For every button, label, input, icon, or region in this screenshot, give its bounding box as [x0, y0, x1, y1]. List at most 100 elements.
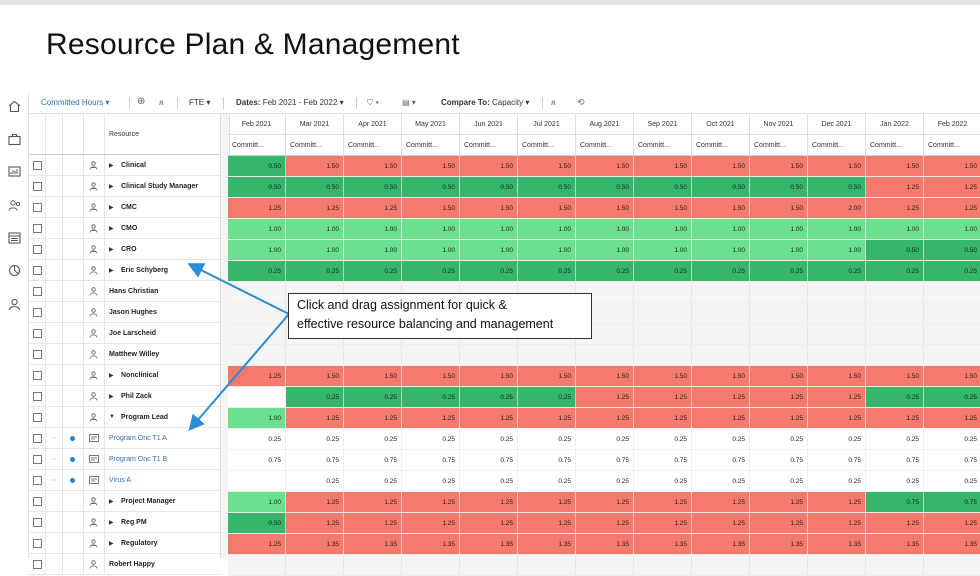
capacity-cell[interactable]: 0.75	[866, 492, 924, 512]
resources-icon[interactable]	[6, 197, 22, 213]
resource-name-cell[interactable]: Joe Larscheid	[104, 323, 220, 343]
fte-dropdown[interactable]: FTE ▾	[189, 98, 211, 107]
capacity-cell[interactable]: 1.00	[228, 408, 286, 428]
capacity-cell[interactable]: 1.25	[344, 492, 402, 512]
resource-name-cell[interactable]: Program Onc T1 B	[104, 449, 220, 469]
row-checkbox[interactable]	[32, 475, 42, 485]
capacity-cell[interactable]: 0.50	[344, 177, 402, 197]
capacity-cell[interactable]: 1.25	[286, 198, 344, 218]
capacity-cell[interactable]: 1.25	[460, 408, 518, 428]
capacity-cell[interactable]	[344, 555, 402, 575]
capacity-cell[interactable]: 0.25	[924, 387, 980, 407]
capacity-cell[interactable]: 1.25	[808, 513, 866, 533]
capacity-cell[interactable]	[866, 345, 924, 365]
resource-name-cell[interactable]: ▶ CMC	[104, 197, 220, 217]
capacity-cell[interactable]: 0.25	[808, 429, 866, 449]
capacity-cell[interactable]: 1.25	[924, 198, 980, 218]
capacity-cell[interactable]: 0.25	[518, 387, 576, 407]
capacity-cell[interactable]: 1.00	[402, 240, 460, 260]
capacity-cell[interactable]	[576, 555, 634, 575]
capacity-cell[interactable]: 0.50	[228, 156, 286, 176]
row-checkbox[interactable]	[32, 223, 42, 233]
capacity-cell[interactable]: 2.00	[808, 198, 866, 218]
row-checkbox-cell[interactable]	[29, 260, 46, 280]
capacity-cell[interactable]: 1.50	[402, 198, 460, 218]
capacity-cell[interactable]: 0.25	[576, 429, 634, 449]
capacity-cell[interactable]: 1.50	[402, 156, 460, 176]
capacity-cell[interactable]: 1.35	[518, 534, 576, 554]
capacity-cell[interactable]	[924, 345, 980, 365]
committed-subheader[interactable]: Committ...	[692, 135, 750, 155]
row-checkbox-cell[interactable]	[29, 239, 46, 259]
capacity-cell[interactable]: 1.25	[692, 408, 750, 428]
capacity-cell[interactable]: 1.00	[460, 240, 518, 260]
capacity-cell[interactable]: 1.50	[460, 366, 518, 386]
capacity-cell[interactable]: 1.50	[808, 156, 866, 176]
capacity-cell[interactable]: 1.25	[518, 408, 576, 428]
capacity-cell[interactable]: 1.00	[460, 219, 518, 239]
capacity-cell[interactable]: 0.25	[634, 261, 692, 281]
row-checkbox-cell[interactable]	[29, 176, 46, 196]
capacity-cell[interactable]	[692, 303, 750, 323]
user-icon[interactable]	[6, 296, 22, 312]
resource-row-project-manager[interactable]: ▶ Project Manager	[29, 491, 220, 512]
capacity-cell[interactable]	[692, 324, 750, 344]
capacity-cell[interactable]	[286, 345, 344, 365]
capacity-cell[interactable]: 1.35	[460, 534, 518, 554]
capacity-cell[interactable]	[634, 345, 692, 365]
capacity-cell[interactable]: 0.50	[286, 177, 344, 197]
capacity-cell[interactable]	[518, 555, 576, 575]
capacity-cell[interactable]: 0.25	[460, 471, 518, 491]
resource-row-clinical[interactable]: ▶ Clinical	[29, 155, 220, 176]
expand-icon[interactable]: ▶	[109, 267, 114, 274]
capacity-cell[interactable]: 1.00	[750, 219, 808, 239]
capacity-cell[interactable]: 1.50	[750, 156, 808, 176]
expand-icon[interactable]: ▶	[109, 540, 114, 547]
month-header[interactable]: Jan 2022	[866, 114, 924, 134]
capacity-cell[interactable]: 1.25	[808, 492, 866, 512]
month-header[interactable]: Nov 2021	[750, 114, 808, 134]
capacity-cell[interactable]: 0.50	[518, 177, 576, 197]
capacity-cell[interactable]	[866, 555, 924, 575]
committed-subheader[interactable]: Committ...	[286, 135, 344, 155]
resource-row-phil-zack[interactable]: ▶ Phil Zack	[29, 386, 220, 407]
capacity-cell[interactable]: 1.00	[344, 240, 402, 260]
capacity-cell[interactable]: 1.25	[692, 387, 750, 407]
capacity-cell[interactable]	[866, 303, 924, 323]
row-checkbox[interactable]	[32, 286, 42, 296]
committed-subheader[interactable]: Committ...	[402, 135, 460, 155]
capacity-cell[interactable]: 1.35	[576, 534, 634, 554]
capacity-cell[interactable]	[402, 345, 460, 365]
capacity-cell[interactable]: 0.75	[634, 450, 692, 470]
capacity-cell[interactable]: 0.50	[692, 177, 750, 197]
month-header[interactable]: Oct 2021	[692, 114, 750, 134]
capacity-cell[interactable]: 1.00	[576, 240, 634, 260]
month-header[interactable]: Feb 2022	[924, 114, 980, 134]
capacity-cell[interactable]: 0.25	[286, 261, 344, 281]
calendar-icon[interactable]	[6, 229, 22, 245]
expand-icon[interactable]: ▶	[109, 372, 114, 379]
resource-name-cell[interactable]: Virus A	[104, 470, 220, 490]
capacity-cell[interactable]: 1.25	[692, 513, 750, 533]
row-checkbox-cell[interactable]	[29, 365, 46, 385]
capacity-cell[interactable]: 1.25	[866, 513, 924, 533]
capacity-cell[interactable]: 0.75	[866, 450, 924, 470]
expand-icon[interactable]: ▶	[109, 519, 114, 526]
capacity-cell[interactable]: 1.25	[344, 513, 402, 533]
capacity-cell[interactable]: 1.25	[228, 366, 286, 386]
capacity-cell[interactable]: 1.25	[576, 387, 634, 407]
capacity-cell[interactable]: 0.25	[750, 471, 808, 491]
capacity-cell[interactable]: 0.25	[344, 261, 402, 281]
capacity-cell[interactable]: 0.25	[402, 471, 460, 491]
month-header[interactable]: Jun 2021	[460, 114, 518, 134]
capacity-cell[interactable]: 0.25	[344, 387, 402, 407]
capacity-cell[interactable]: 1.00	[808, 240, 866, 260]
capacity-cell[interactable]: 1.50	[634, 198, 692, 218]
capacity-cell[interactable]: 1.25	[750, 513, 808, 533]
capacity-cell[interactable]: 0.25	[228, 261, 286, 281]
capacity-cell[interactable]: 1.50	[344, 366, 402, 386]
capacity-cell[interactable]: 0.25	[866, 429, 924, 449]
committed-subheader[interactable]: Committ...	[634, 135, 692, 155]
capacity-cell[interactable]: 0.25	[286, 387, 344, 407]
capacity-cell[interactable]: 1.25	[228, 534, 286, 554]
